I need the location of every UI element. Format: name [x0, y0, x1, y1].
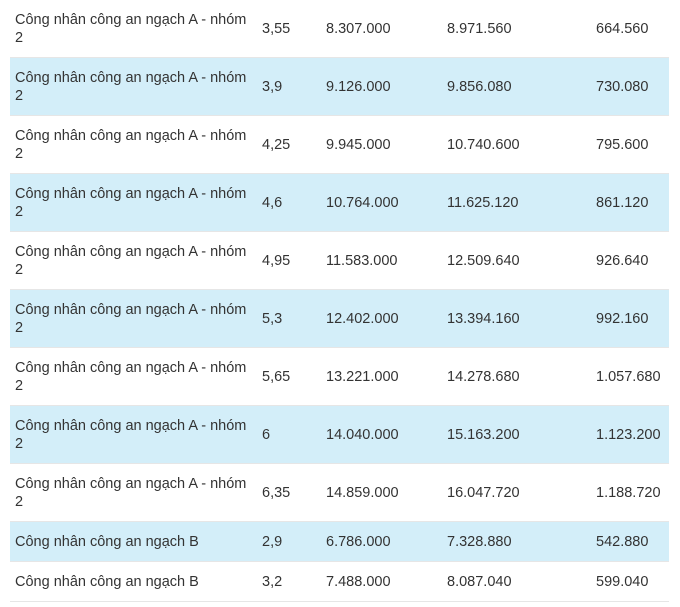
salary-current-cell: 12.402.000: [321, 289, 442, 348]
coefficient-cell: 3,2: [257, 561, 321, 602]
salary-current-cell: 14.859.000: [321, 463, 442, 522]
rank-name-cell: Công nhân công an ngạch B: [10, 521, 257, 562]
coefficient-cell: 6: [257, 405, 321, 464]
salary-new-cell: 12.509.640: [442, 231, 591, 290]
coefficient-cell: 3,55: [257, 0, 321, 58]
salary-new-cell: 10.740.600: [442, 115, 591, 174]
rank-name-cell: Công nhân công an ngạch A - nhóm 2: [10, 173, 257, 232]
table-row: Công nhân công an ngạch A - nhóm 2 5,65 …: [10, 347, 669, 406]
salary-current-cell: 9.945.000: [321, 115, 442, 174]
salary-table: Công nhân công an ngạch A - nhóm 2 3,55 …: [10, 0, 669, 602]
increase-cell: 926.640: [591, 231, 669, 290]
rank-name-cell: Công nhân công an ngạch A - nhóm 2: [10, 57, 257, 116]
salary-new-cell: 16.047.720: [442, 463, 591, 522]
salary-current-cell: 10.764.000: [321, 173, 442, 232]
coefficient-cell: 2,9: [257, 521, 321, 562]
coefficient-cell: 5,65: [257, 347, 321, 406]
table-row: Công nhân công an ngạch B 3,2 7.488.000 …: [10, 561, 669, 602]
table-row: Công nhân công an ngạch B 2,9 6.786.000 …: [10, 521, 669, 562]
increase-cell: 664.560: [591, 0, 669, 58]
salary-new-cell: 8.087.040: [442, 561, 591, 602]
increase-cell: 1.188.720: [591, 463, 669, 522]
rank-name-cell: Công nhân công an ngạch A - nhóm 2: [10, 405, 257, 464]
salary-current-cell: 9.126.000: [321, 57, 442, 116]
increase-cell: 730.080: [591, 57, 669, 116]
coefficient-cell: 3,9: [257, 57, 321, 116]
rank-name-cell: Công nhân công an ngạch A - nhóm 2: [10, 231, 257, 290]
increase-cell: 599.040: [591, 561, 669, 602]
table-row: Công nhân công an ngạch A - nhóm 2 3,55 …: [10, 0, 669, 58]
salary-current-cell: 11.583.000: [321, 231, 442, 290]
salary-new-cell: 15.163.200: [442, 405, 591, 464]
table-row: Công nhân công an ngạch A - nhóm 2 5,3 1…: [10, 289, 669, 348]
coefficient-cell: 4,25: [257, 115, 321, 174]
rank-name-cell: Công nhân công an ngạch B: [10, 561, 257, 602]
salary-current-cell: 13.221.000: [321, 347, 442, 406]
rank-name-cell: Công nhân công an ngạch A - nhóm 2: [10, 289, 257, 348]
salary-new-cell: 8.971.560: [442, 0, 591, 58]
salary-current-cell: 8.307.000: [321, 0, 442, 58]
rank-name-cell: Công nhân công an ngạch A - nhóm 2: [10, 347, 257, 406]
salary-current-cell: 7.488.000: [321, 561, 442, 602]
salary-new-cell: 7.328.880: [442, 521, 591, 562]
increase-cell: 542.880: [591, 521, 669, 562]
table-row: Công nhân công an ngạch A - nhóm 2 6,35 …: [10, 463, 669, 522]
coefficient-cell: 5,3: [257, 289, 321, 348]
table-row: Công nhân công an ngạch A - nhóm 2 4,95 …: [10, 231, 669, 290]
salary-current-cell: 6.786.000: [321, 521, 442, 562]
table-row: Công nhân công an ngạch A - nhóm 2 3,9 9…: [10, 57, 669, 116]
rank-name-cell: Công nhân công an ngạch A - nhóm 2: [10, 0, 257, 58]
coefficient-cell: 4,6: [257, 173, 321, 232]
salary-new-cell: 13.394.160: [442, 289, 591, 348]
increase-cell: 992.160: [591, 289, 669, 348]
rank-name-cell: Công nhân công an ngạch A - nhóm 2: [10, 115, 257, 174]
increase-cell: 1.057.680: [591, 347, 669, 406]
rank-name-cell: Công nhân công an ngạch A - nhóm 2: [10, 463, 257, 522]
increase-cell: 861.120: [591, 173, 669, 232]
table-row: Công nhân công an ngạch A - nhóm 2 4,6 1…: [10, 173, 669, 232]
coefficient-cell: 6,35: [257, 463, 321, 522]
salary-new-cell: 11.625.120: [442, 173, 591, 232]
table-row: Công nhân công an ngạch A - nhóm 2 4,25 …: [10, 115, 669, 174]
salary-new-cell: 9.856.080: [442, 57, 591, 116]
increase-cell: 1.123.200: [591, 405, 669, 464]
table-row: Công nhân công an ngạch A - nhóm 2 6 14.…: [10, 405, 669, 464]
coefficient-cell: 4,95: [257, 231, 321, 290]
increase-cell: 795.600: [591, 115, 669, 174]
salary-current-cell: 14.040.000: [321, 405, 442, 464]
salary-new-cell: 14.278.680: [442, 347, 591, 406]
